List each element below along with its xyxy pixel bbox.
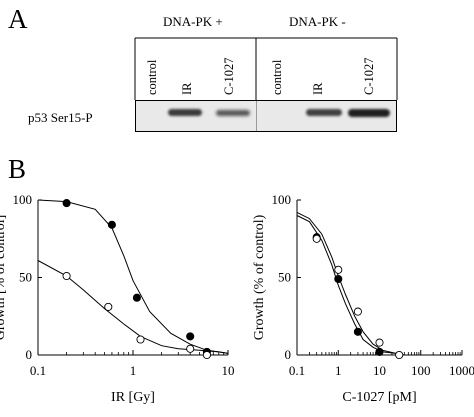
ir-data-point-open: [186, 344, 195, 353]
lane-label-control-1: control: [145, 59, 159, 95]
ir-y-tick-label: 100: [13, 192, 33, 207]
ir-data-point-filled: [132, 293, 141, 302]
c1027-x-tick-label: 0.1: [289, 363, 305, 378]
c1027-x-axis-label: C-1027 [pM]: [342, 390, 416, 405]
lane-label-ir-2: IR: [311, 82, 325, 96]
ir-x-tick-label: 1: [130, 363, 137, 378]
c1027-x-tick-label: 1000: [449, 363, 474, 378]
ir-x-tick-label: 10: [222, 363, 235, 378]
panel-a-letter: A: [8, 4, 28, 34]
band-c1027-dnapk-minus: [348, 109, 390, 117]
blot-row-label: p53 Ser15-P: [28, 110, 93, 125]
c1027-data-point-open: [334, 265, 343, 274]
ir-y-axis-label: Growth [% of control]: [0, 215, 8, 341]
ir-x-tick-label: 0.1: [30, 363, 46, 378]
c1027-data-point-open: [395, 350, 404, 360]
group-header-dna-pk-minus: DNA-PK -: [289, 14, 346, 29]
ir-data-point-filled: [107, 220, 116, 229]
lane-label-c1027-2: C-1027: [362, 57, 376, 96]
c1027-x-tick-label: 10: [373, 363, 386, 378]
c1027-data-point-open: [375, 338, 384, 347]
c1027-x-tick-label: 1: [335, 363, 342, 378]
band-ir-dnapk-minus: [306, 109, 342, 116]
ir-data-point-open: [202, 350, 211, 360]
c1027-data-point-open: [312, 234, 321, 243]
c1027-x-tick-label: 100: [411, 363, 431, 378]
ir-data-point-open: [136, 335, 145, 344]
lane-label-c1027-1: C-1027: [222, 57, 236, 96]
c1027-y-tick-label: 0: [285, 347, 292, 362]
ir-data-point-filled: [62, 199, 71, 208]
ir-y-tick-label: 0: [26, 347, 33, 362]
c1027-data-point-filled: [353, 327, 362, 336]
ir-data-point-open: [104, 302, 113, 311]
group-header-dna-pk-plus: DNA-PK +: [163, 14, 223, 29]
panel-b-letter: B: [8, 154, 27, 184]
ir-data-point-open: [62, 271, 71, 281]
c1027-y-tick-label: 50: [278, 270, 291, 285]
c1027-data-point-open: [353, 307, 362, 316]
band-ir-dnapk-plus: [168, 109, 202, 116]
ir-dose-response-chart: 0 50 100 0.1 1 10 IR [Gy] Growth [% of control]: [0, 192, 235, 405]
c1027-y-axis-label: Growth (% of control): [252, 214, 267, 340]
c1027-fit-curve-open: [296, 211, 405, 356]
ir-x-axis-label: IR [Gy]: [111, 390, 155, 405]
ir-y-tick-label: 50: [19, 270, 32, 285]
western-blot-frame: [134, 37, 398, 100]
blot-image: [135, 100, 397, 132]
lane-label-ir-1: IR: [180, 82, 194, 96]
c1027-y-tick-label: 100: [272, 192, 292, 207]
lane-label-control-2: control: [270, 59, 284, 95]
blot-divider: [256, 101, 257, 131]
band-c1027-dnapk-plus: [216, 110, 250, 116]
ir-data-point-filled: [186, 332, 195, 341]
c1027-dose-response-chart: 0 50 100 0.1 1 10 100 1000 C-1027 [pM] Growth (% …: [252, 192, 474, 405]
